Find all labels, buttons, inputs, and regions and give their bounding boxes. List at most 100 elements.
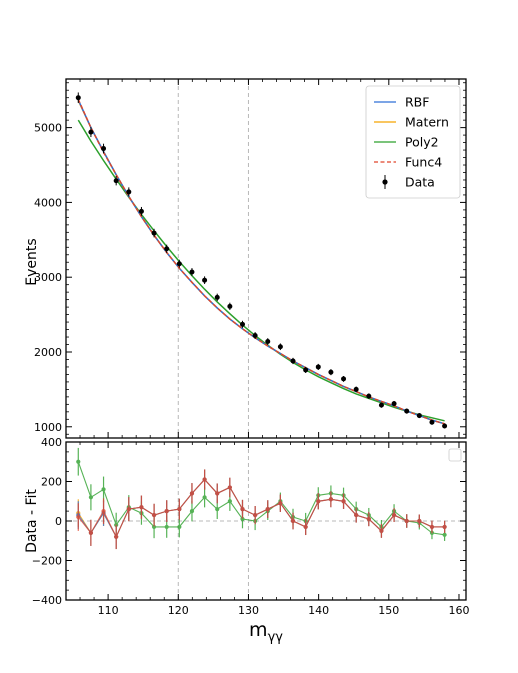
residual-panel: −400 −200 0 200 400 110 120 130 140 150 160 Data …: [24, 436, 469, 645]
residual-xtick-label: 130: [238, 604, 259, 617]
legend-box: [365, 85, 461, 199]
legend: RBF Matern Poly2 Func4 Data: [365, 85, 461, 199]
legend-data-marker: [382, 179, 388, 185]
main-panel: 1000 2000 3000 4000 5000 Events RBF Matern P…: [24, 78, 467, 439]
residual-vlines: [66, 442, 466, 600]
data-point: [239, 321, 245, 327]
data-point: [138, 208, 144, 214]
legend-data-label: Data: [405, 175, 435, 190]
residual-point: [379, 528, 384, 533]
data-point: [378, 402, 384, 408]
residual-point: [164, 524, 169, 530]
residual-point: [215, 491, 220, 496]
residual-line-poly2: [77, 461, 445, 536]
main-ytick-label: 2000: [34, 346, 62, 359]
residual-xtick-label: 160: [448, 604, 469, 617]
residual-point: [227, 485, 232, 490]
residual-point: [354, 512, 359, 518]
residual-series: [76, 447, 447, 550]
main-ytick-label: 1000: [34, 421, 62, 434]
residual-point: [227, 499, 232, 504]
main-frame: [65, 78, 467, 439]
residual-point: [151, 512, 157, 518]
data-point: [265, 339, 271, 345]
data-point: [214, 294, 220, 300]
residual-point: [429, 524, 435, 530]
legend-matern-label: Matern: [405, 115, 449, 130]
residual-point: [303, 524, 308, 530]
residual-series-func4: [76, 469, 447, 550]
main-y-ticks: 1000 2000 3000 4000 5000: [34, 82, 466, 435]
residual-xtick-label: 110: [98, 604, 119, 617]
main-ytick-label: 3000: [34, 271, 62, 284]
residual-point: [76, 459, 81, 464]
residual-point: [391, 512, 397, 518]
data-point: [176, 261, 182, 267]
residual-point: [417, 518, 422, 524]
residual-line-func4: [77, 478, 445, 539]
data-point: [315, 364, 321, 370]
residual-point: [177, 524, 182, 530]
data-point: [442, 423, 448, 429]
data-point: [252, 333, 258, 339]
residual-xtick-label: 140: [308, 604, 329, 617]
residual-point: [101, 509, 106, 514]
residual-point: [442, 532, 447, 537]
data-point: [88, 129, 94, 135]
main-y-axis-label: Events: [24, 238, 40, 285]
residual-point: [328, 497, 334, 502]
residual-ytick-label: −200: [32, 555, 62, 568]
residual-point: [253, 512, 258, 518]
residual-point: [151, 524, 157, 530]
data-point: [113, 178, 119, 184]
residual-point: [290, 518, 296, 524]
main-vlines: [177, 79, 249, 438]
data-point: [353, 386, 359, 392]
data-point: [151, 230, 157, 236]
data-point: [227, 303, 233, 309]
residual-point: [316, 499, 321, 504]
residual-point: [76, 514, 81, 520]
legend-func4-label: Func4: [405, 155, 442, 170]
residual-point: [341, 499, 346, 504]
residual-y-ticks: −400 −200 0 200 400: [32, 436, 466, 607]
data-point: [341, 376, 347, 382]
residual-xtick-label: 150: [378, 604, 399, 617]
residual-ytick-label: −400: [32, 594, 62, 607]
data-point: [75, 95, 81, 101]
residual-point: [189, 491, 195, 496]
residual-ytick-label: 400: [41, 436, 62, 449]
residual-point: [114, 534, 119, 539]
residual-point: [88, 530, 94, 535]
residual-point: [240, 516, 245, 522]
residual-point: [240, 507, 245, 512]
data-point: [277, 344, 283, 350]
data-point: [404, 408, 410, 414]
residual-point: [126, 507, 131, 512]
data-point: [126, 189, 132, 195]
data-point: [189, 269, 195, 275]
data-point: [101, 146, 107, 152]
data-point: [328, 369, 334, 375]
residual-ytick-label: 200: [41, 476, 62, 489]
residual-point: [278, 501, 283, 506]
residual-legend-box: [448, 448, 462, 462]
main-ytick-label: 4000: [34, 196, 62, 209]
legend-rbf-label: RBF: [405, 95, 429, 110]
residual-point: [404, 518, 409, 524]
residual-point: [101, 487, 106, 492]
residual-x-ticks: 110 120 130 140 150 160: [79, 442, 469, 617]
residual-point: [164, 509, 169, 514]
data-point: [429, 419, 435, 425]
data-point: [303, 367, 309, 373]
main-ytick-label: 5000: [34, 122, 62, 135]
residual-point: [202, 495, 207, 500]
data-point: [164, 246, 170, 252]
residual-point: [177, 507, 182, 512]
residual-point: [202, 477, 207, 482]
residual-point: [189, 509, 195, 514]
main-data-points: [75, 92, 448, 429]
residual-point: [366, 516, 371, 522]
data-point: [202, 277, 208, 283]
